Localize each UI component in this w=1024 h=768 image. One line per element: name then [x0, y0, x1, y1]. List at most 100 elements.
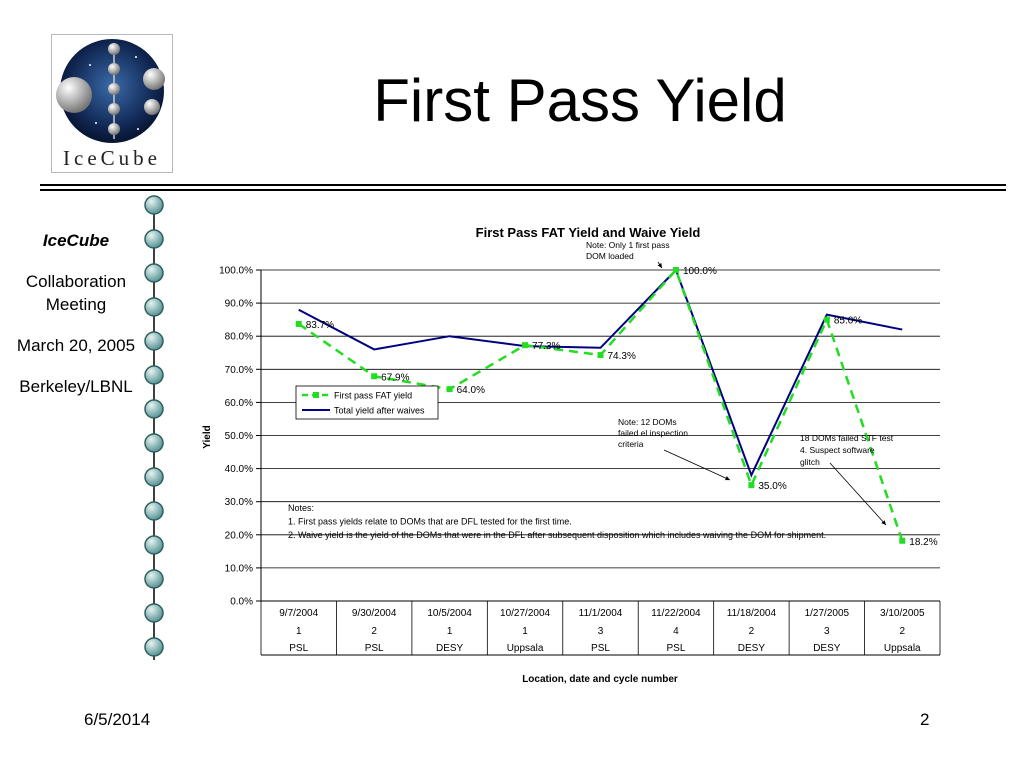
title-divider [40, 189, 1006, 191]
legend-label-total: Total yield after waives [334, 406, 425, 416]
data-label: 100.0% [683, 266, 717, 277]
annotation-text: glitch [800, 457, 820, 467]
spine-bead [144, 501, 164, 521]
annotation-text: failed el inspection [618, 428, 688, 438]
icecube-logo: IceCube [51, 34, 173, 173]
x-tick-date: 11/1/2004 [579, 608, 623, 619]
annotation-arrow [829, 462, 887, 526]
data-label: 64.0% [457, 385, 485, 396]
x-tick-location: PSL [591, 643, 610, 654]
data-label: 67.9% [381, 372, 409, 383]
x-tick-cycle: 2 [749, 626, 755, 637]
chart-title: First Pass FAT Yield and Waive Yield [476, 225, 701, 240]
spine-bead [144, 569, 164, 589]
y-axis-ticks: 0.0% 10.0% 20.0% 30.0% 40.0% 50.0% 60.0% 70.0% 8… [219, 266, 253, 608]
data-point-first-pass [597, 352, 604, 359]
footer-date: 6/5/2014 [84, 710, 151, 729]
annotation-text: Note: 12 DOMs [618, 417, 677, 427]
slide-number: 2 [920, 710, 930, 729]
x-tick-cycle: 1 [447, 626, 453, 637]
y-tick-label: 50.0% [225, 431, 253, 442]
icecube-logo-graphic [56, 39, 165, 143]
x-tick-date: 11/18/2004 [727, 608, 777, 619]
spine-bead [144, 365, 164, 385]
y-tick-label: 0.0% [230, 597, 253, 608]
annotation-arrowhead [657, 263, 662, 268]
y-tick-label: 30.0% [225, 497, 253, 508]
x-axis-table: 9/7/2004 1 PSL 9/30/2004 2 PSL 10/5/2004 1 DESY 1… [260, 601, 941, 656]
spine-bead [144, 399, 164, 419]
slide-title: First Pass Yield [373, 67, 787, 134]
x-tick-cycle: 2 [899, 626, 905, 637]
spine-bead [144, 263, 164, 283]
annotation-arrowhead [881, 520, 886, 525]
x-tick-location: PSL [666, 643, 685, 654]
data-point-first-pass [371, 373, 378, 380]
sidebar-location: Berkeley/LBNL [19, 376, 133, 396]
chart-notes: Notes: 1. First pass yields relate to DOM… [288, 503, 826, 540]
x-tick-cycle: 4 [673, 626, 679, 637]
logo-wordmark: IceCube [63, 146, 161, 170]
x-tick-location: DESY [813, 643, 841, 654]
data-point-first-pass [899, 537, 906, 544]
x-tick-cycle: 1 [296, 626, 302, 637]
spine-bead [144, 297, 164, 317]
legend-box [295, 385, 439, 420]
annotation-text: Note: Only 1 first pass [586, 240, 670, 250]
title-divider [40, 184, 1006, 186]
spine-bead [144, 433, 164, 453]
annotation-text: DOM loaded [586, 251, 634, 261]
x-tick-location: DESY [738, 643, 766, 654]
x-tick-date: 9/7/2004 [279, 608, 318, 619]
data-point-first-pass [748, 482, 755, 489]
note-line: Notes: [288, 503, 314, 513]
x-tick-date: 10/27/2004 [500, 608, 550, 619]
x-axis-label: Location, date and cycle number [522, 674, 678, 685]
x-tick-date: 3/10/2005 [880, 608, 925, 619]
x-tick-cycle: 1 [522, 626, 528, 637]
annotation-arrowhead [725, 476, 730, 481]
x-tick-location: Uppsala [884, 643, 921, 654]
y-tick-label: 20.0% [225, 530, 253, 541]
spine-bead [144, 331, 164, 351]
legend-marker-first-pass [313, 392, 319, 398]
sidebar-spine [144, 195, 164, 660]
x-tick-date: 10/5/2004 [427, 608, 472, 619]
x-tick-cycle: 3 [598, 626, 604, 637]
annotation-text: 18 DOMs failed STF test [800, 433, 894, 443]
x-tick-date: 1/27/2005 [805, 608, 850, 619]
spine-bead [144, 467, 164, 487]
x-tick-location: PSL [289, 643, 308, 654]
data-label: 18.2% [909, 537, 937, 548]
annotation-text: criteria [618, 439, 644, 449]
data-point-first-pass [823, 316, 830, 323]
legend-label-first-pass: First pass FAT yield [334, 391, 412, 401]
y-tick-label: 10.0% [225, 563, 253, 574]
series-layer: 83.7% 67.9% 64.0% 77.3% 74.3% 100.0% 35.0% 85.0… [295, 266, 938, 548]
data-label: 74.3% [608, 351, 636, 362]
y-tick-label: 90.0% [225, 299, 253, 310]
x-tick-cycle: 3 [824, 626, 830, 637]
spine-bead [144, 535, 164, 555]
note-line: 2. Waive yield is the yield of the DOMs … [288, 530, 826, 540]
sidebar-event: Collaboration Meeting [25, 271, 127, 314]
data-point-first-pass [295, 320, 302, 327]
x-tick-date: 9/30/2004 [352, 608, 397, 619]
sidebar: IceCube Collaboration Meeting March 20, … [0, 230, 152, 417]
yield-chart: First Pass FAT Yield and Waive Yield 0.0… [202, 225, 941, 685]
x-tick-cycle: 2 [371, 626, 377, 637]
sidebar-date: March 20, 2005 [16, 335, 136, 355]
y-axis-label: Yield [202, 425, 213, 449]
data-point-first-pass [522, 342, 529, 349]
sidebar-org: IceCube [42, 231, 110, 250]
data-label: 35.0% [758, 481, 786, 492]
x-tick-location: DESY [436, 643, 464, 654]
data-label: 85.0% [834, 316, 862, 327]
data-label: 83.7% [306, 320, 334, 331]
annotation-text: 4. Suspect software [800, 445, 875, 455]
y-tick-label: 80.0% [225, 332, 253, 343]
data-point-first-pass [446, 386, 453, 393]
chart-legend: First pass FAT yield Total yield after wa… [295, 385, 439, 420]
spine-bead [144, 603, 164, 623]
note-line: 1. First pass yields relate to DOMs that… [288, 517, 572, 527]
